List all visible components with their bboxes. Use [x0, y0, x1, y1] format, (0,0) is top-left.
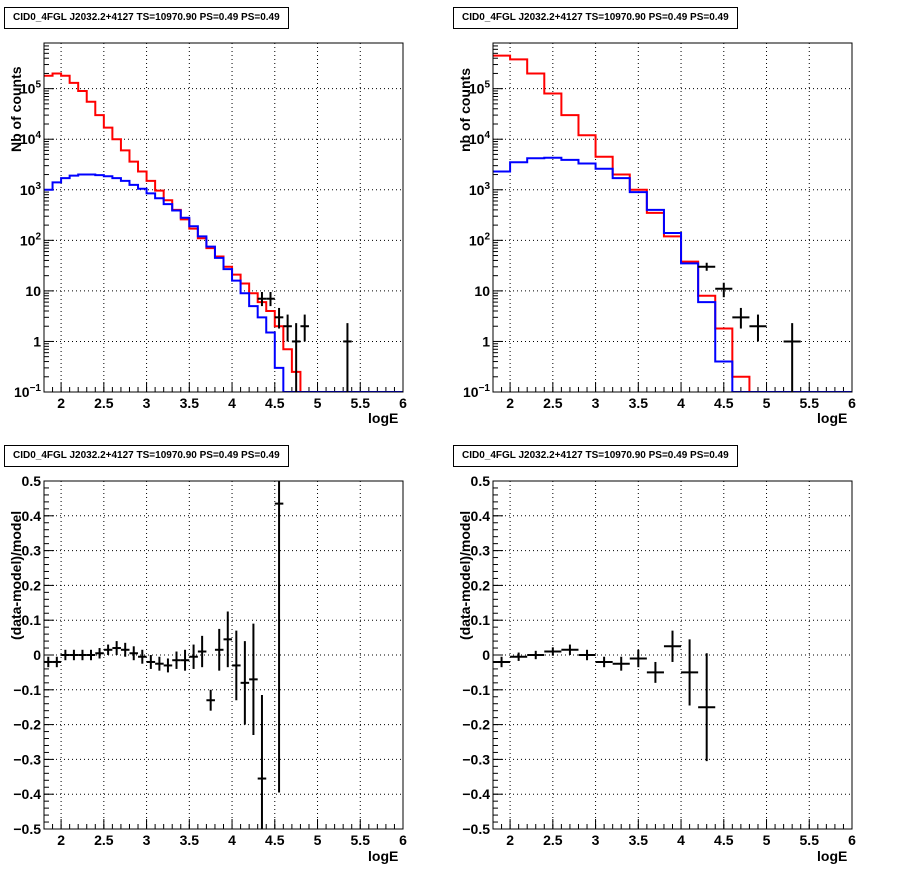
panel-1-title: CID0_4FGL J2032.2+4127 TS=10970.90 PS=0.…: [4, 7, 289, 29]
y-tick-label: −0.4: [13, 786, 41, 802]
y-tick-label: 10−1: [463, 383, 490, 400]
y-tick-label: 10: [25, 283, 41, 299]
y-tick-label: 0.2: [471, 577, 491, 593]
y-tick-label: 102: [20, 231, 42, 248]
panel-1-data: [44, 72, 403, 392]
y-tick-label: 0.3: [22, 543, 42, 559]
y-tick-label: −0.5: [462, 821, 490, 837]
panel-4-data: [493, 630, 716, 762]
x-tick-label: 4.5: [265, 832, 285, 848]
y-tick-label: 0.4: [22, 508, 42, 524]
x-tick-label: 3.5: [629, 395, 649, 411]
y-tick-label: 0.1: [22, 612, 42, 628]
y-tick-label: 103: [469, 181, 491, 198]
x-tick-label: 6: [399, 832, 407, 848]
x-tick-label: 2: [57, 395, 65, 411]
x-tick-label: 3: [143, 832, 151, 848]
x-tick-label: 4: [228, 832, 236, 848]
histogram-series-red: [44, 72, 403, 392]
x-tick-label: 4.5: [265, 395, 285, 411]
y-tick-label: 0: [482, 647, 490, 663]
x-tick-label: 5.5: [800, 395, 820, 411]
y-tick-label: 0.5: [22, 473, 42, 489]
x-tick-label: 4: [677, 832, 685, 848]
panel-4-ylabel: (data-model)/model: [457, 510, 473, 640]
x-tick-label: 5.5: [800, 832, 820, 848]
panel-3-title: CID0_4FGL J2032.2+4127 TS=10970.90 PS=0.…: [4, 445, 289, 467]
y-tick-label: 1: [33, 333, 41, 349]
x-tick-label: 4.5: [714, 395, 734, 411]
histogram-series-red: [493, 54, 852, 392]
x-tick-label: 5: [314, 395, 322, 411]
y-tick-label: −0.1: [462, 682, 490, 698]
y-tick-label: 0.3: [471, 543, 491, 559]
plot-frame: [43, 480, 404, 830]
y-tick-label: 0.1: [471, 612, 491, 628]
y-tick-label: −0.4: [462, 786, 490, 802]
x-tick-label: 5: [763, 832, 771, 848]
panel-1-ylabel: Nb of counts: [8, 66, 24, 152]
x-tick-label: 4: [677, 395, 685, 411]
x-tick-label: 2: [57, 832, 65, 848]
panel-2-xlabel: logE: [817, 410, 848, 426]
x-tick-label: 5.5: [351, 832, 371, 848]
panel-2-title: CID0_4FGL J2032.2+4127 TS=10970.90 PS=0.…: [453, 7, 738, 29]
y-tick-label: −0.1: [13, 682, 41, 698]
y-tick-label: 1: [482, 333, 490, 349]
x-tick-label: 5: [763, 395, 771, 411]
x-tick-label: 6: [848, 832, 856, 848]
y-tick-label: −0.5: [13, 821, 41, 837]
y-tick-label: 102: [469, 231, 491, 248]
x-tick-label: 6: [848, 395, 856, 411]
panel-3-xlabel: logE: [368, 848, 399, 864]
x-tick-label: 2: [506, 832, 514, 848]
panel-2-ylabel: nb of counts: [457, 68, 473, 152]
x-tick-label: 3.5: [629, 832, 649, 848]
y-tick-label: 10: [474, 283, 490, 299]
plot-frame: [492, 42, 853, 393]
y-tick-label: 10−1: [14, 383, 41, 400]
y-tick-label: −0.2: [13, 717, 41, 733]
panel-4-title: CID0_4FGL J2032.2+4127 TS=10970.90 PS=0.…: [453, 445, 738, 467]
panel-2-data: [493, 54, 852, 392]
y-tick-label: −0.2: [462, 717, 490, 733]
plot-frame: [492, 480, 853, 830]
y-tick-label: 0.4: [471, 508, 491, 524]
histogram-series-blue: [44, 173, 403, 392]
x-tick-label: 5.5: [351, 395, 371, 411]
y-tick-label: −0.3: [13, 751, 41, 767]
panel-1-xlabel: logE: [368, 410, 399, 426]
x-tick-label: 6: [399, 395, 407, 411]
x-tick-label: 5: [314, 832, 322, 848]
panel-3-ylabel: (data-model)/model: [8, 510, 24, 640]
plot-frame: [43, 42, 404, 393]
panel-3-data: [44, 481, 284, 829]
y-tick-label: 0.2: [22, 577, 42, 593]
x-tick-label: 4: [228, 395, 236, 411]
x-tick-label: 3.5: [180, 832, 200, 848]
panel-4-plot: 2 2.5 3 3.5 4 4.5 5 5.5 6 −0.5 −0.4 −0.3 −0.2 −0.1 0 0.…: [462, 473, 856, 848]
y-tick-label: 0.5: [471, 473, 491, 489]
panel-3-plot: 2 2.5 3 3.5 4 4.5 5 5.5 6 −0.5 −0.4 −0.3 −0.2 −0.1 0 0.…: [13, 473, 407, 848]
x-tick-label: 3.5: [180, 395, 200, 411]
x-tick-label: 4.5: [714, 832, 734, 848]
y-tick-label: −0.3: [462, 751, 490, 767]
x-tick-label: 3: [592, 832, 600, 848]
histogram-series-blue: [493, 156, 852, 392]
x-tick-label: 2: [506, 395, 514, 411]
x-tick-label: 3: [592, 395, 600, 411]
x-tick-label: 2.5: [94, 395, 114, 411]
y-tick-label: 0: [33, 647, 41, 663]
x-tick-label: 3: [143, 395, 151, 411]
panel-4-xlabel: logE: [817, 848, 848, 864]
x-tick-label: 2.5: [543, 832, 563, 848]
x-tick-label: 2.5: [94, 832, 114, 848]
y-tick-label: 103: [20, 181, 42, 198]
x-tick-label: 2.5: [543, 395, 563, 411]
